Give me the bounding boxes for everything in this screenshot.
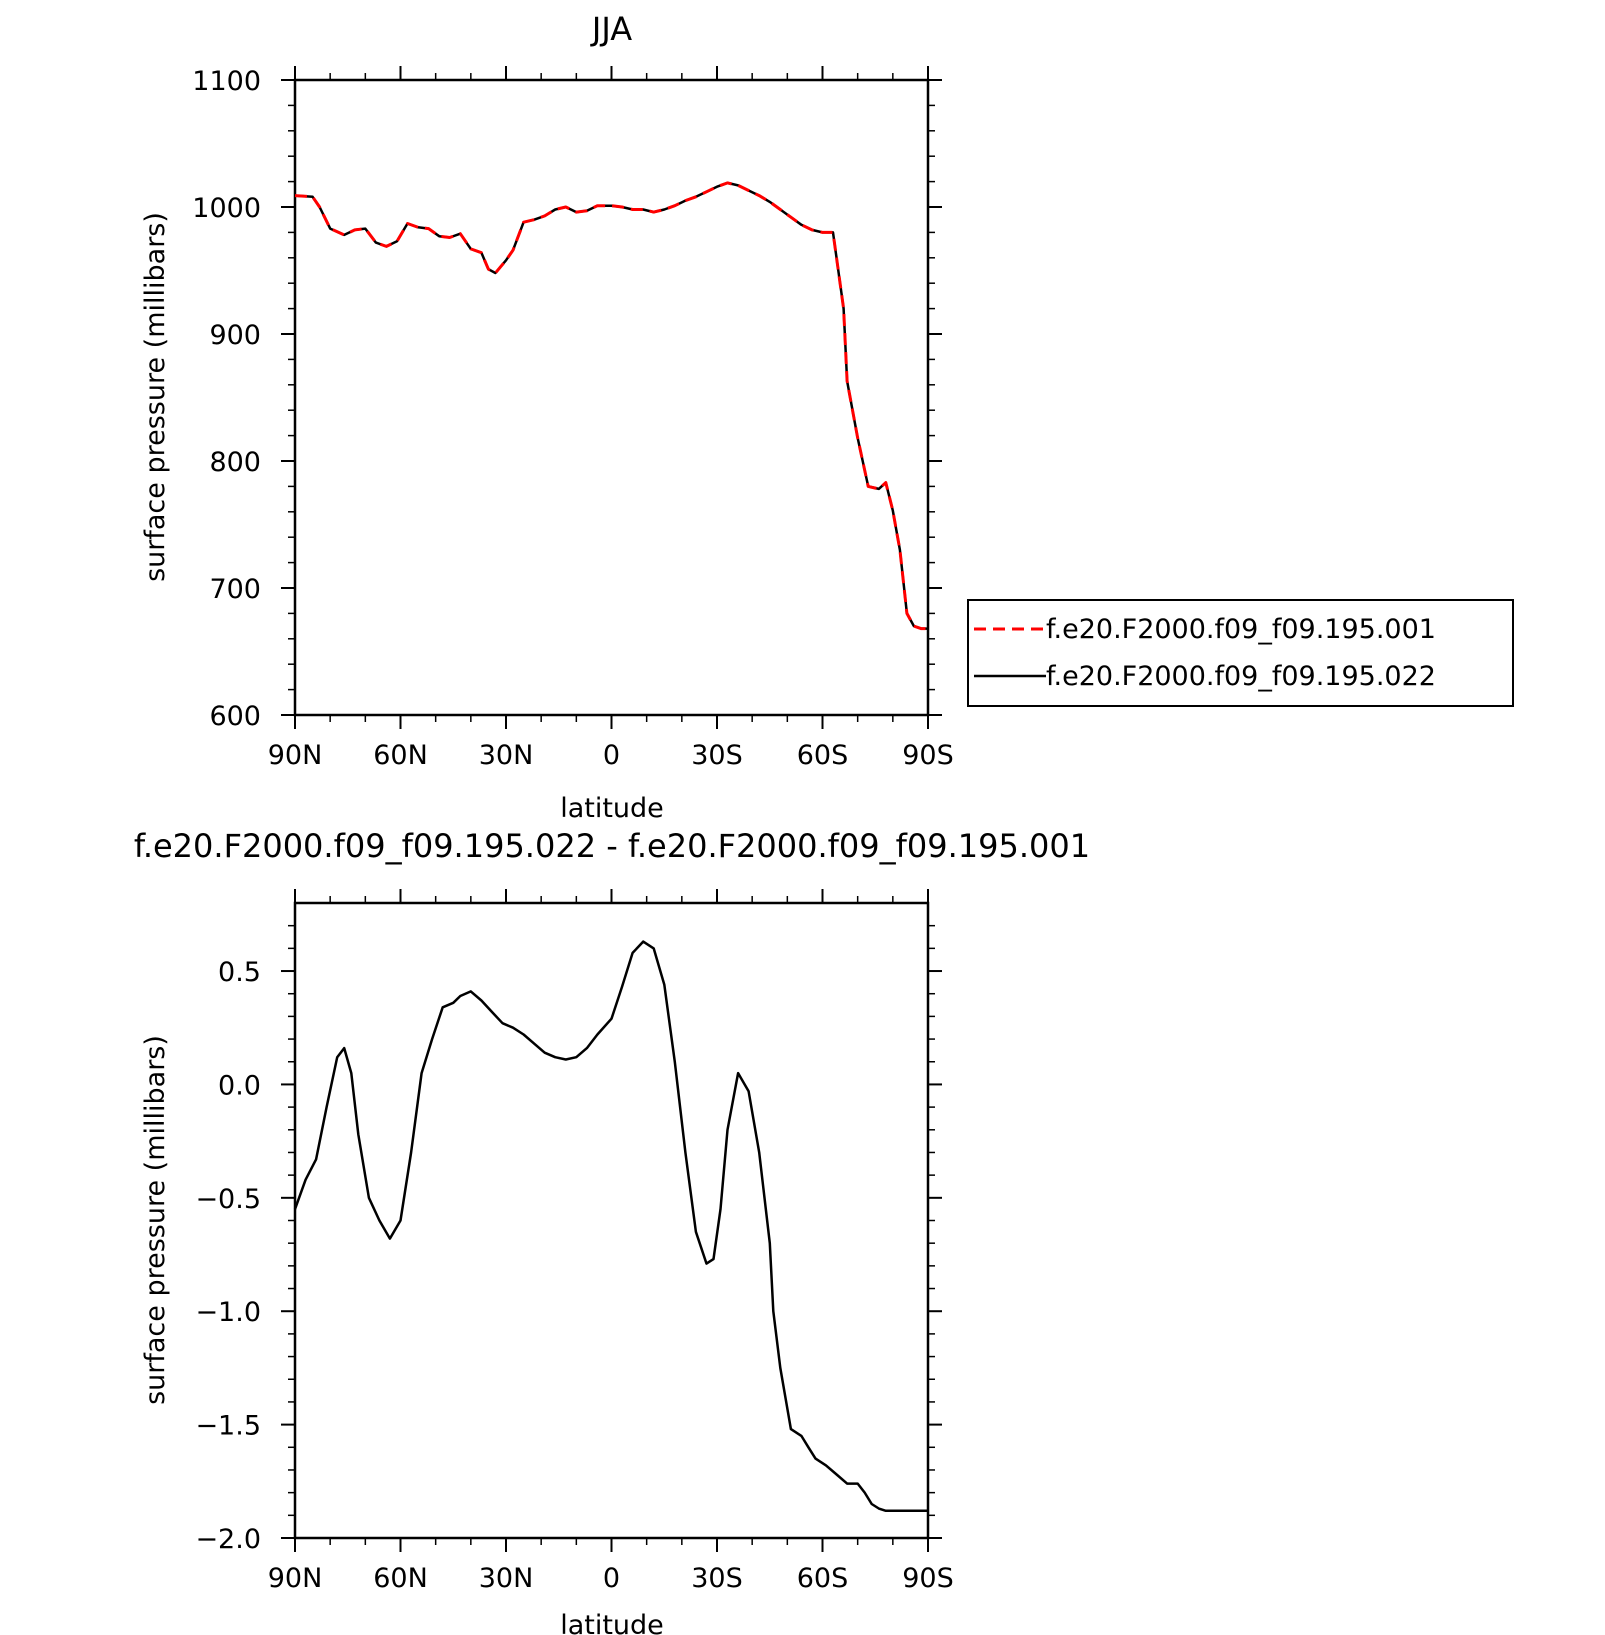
top-chart-panel: JJA 90N 60N 30N 0 30S 60S 90S 600 700 800 900 1000 1… xyxy=(140,10,954,824)
bottom-x-tick-label: 30S xyxy=(691,1563,743,1594)
top-x-tick-label: 0 xyxy=(603,740,620,771)
bottom-x-tick-label: 30N xyxy=(479,1563,534,1594)
top-y-tick-label: 900 xyxy=(209,320,261,351)
bottom-y-tick-label: −1.5 xyxy=(195,1411,261,1442)
bottom-y-tick-label: 0.0 xyxy=(218,1070,261,1101)
top-x-tick-label: 30N xyxy=(479,740,534,771)
top-y-tick-label: 1000 xyxy=(192,193,261,224)
top-series-lines xyxy=(294,181,928,631)
legend: f.e20.F2000.f09_f09.195.001 f.e20.F2000.… xyxy=(967,599,1514,707)
top-x-tick-label: 60S xyxy=(797,740,849,771)
top-y-tick-label: 800 xyxy=(209,447,261,478)
top-series-line-1 xyxy=(294,181,928,631)
bottom-series-line-1 xyxy=(293,940,928,1513)
bottom-chart-title: f.e20.F2000.f09_f09.195.022 - f.e20.F200… xyxy=(134,827,1090,865)
bottom-y-tick-label: 0.5 xyxy=(218,957,261,988)
bottom-x-tick-label: 90N xyxy=(268,1563,323,1594)
top-x-tick-label: 90S xyxy=(902,740,954,771)
bottom-y-tick-label: −1.0 xyxy=(195,1297,261,1328)
bottom-x-tick-label: 60S xyxy=(797,1563,849,1594)
bottom-x-axis-label: latitude xyxy=(560,1610,664,1635)
top-x-tick-label: 90N xyxy=(268,740,323,771)
bottom-y-tick-label: −0.5 xyxy=(195,1184,261,1215)
top-chart-title: JJA xyxy=(590,10,632,48)
bottom-x-tick-label: 0 xyxy=(603,1563,620,1594)
top-axis-ticks: 90N 60N 30N 0 30S 60S 90S 600 700 800 900 1000 1100 xyxy=(192,66,954,771)
top-x-tick-label: 30S xyxy=(691,740,743,771)
top-y-tick-label: 1100 xyxy=(192,66,261,97)
bottom-plot-frame xyxy=(293,901,930,1540)
bottom-chart-panel: f.e20.F2000.f09_f09.195.022 - f.e20.F200… xyxy=(134,827,1090,1635)
bottom-y-axis-label: surface pressure (millibars) xyxy=(140,1035,171,1405)
bottom-y-tick-label: −2.0 xyxy=(195,1524,261,1555)
top-x-tick-label: 60N xyxy=(373,740,428,771)
bottom-x-tick-label: 90S xyxy=(902,1563,954,1594)
legend-label-series-2: f.e20.F2000.f09_f09.195.022 xyxy=(1046,661,1436,692)
bottom-axis-ticks: 90N 60N 30N 0 30S 60S 90S −2.0 −1.5 −1.0 −0.5 0.0 0.… xyxy=(195,889,954,1594)
bottom-x-tick-label: 60N xyxy=(373,1563,428,1594)
top-series-line-2 xyxy=(294,181,928,630)
legend-box xyxy=(967,599,1514,707)
legend-label-series-1: f.e20.F2000.f09_f09.195.001 xyxy=(1046,614,1436,645)
top-y-axis-label: surface pressure (millibars) xyxy=(140,212,171,582)
top-y-tick-label: 600 xyxy=(209,701,261,732)
top-plot-frame xyxy=(293,78,930,717)
top-y-tick-label: 700 xyxy=(209,574,261,605)
top-x-axis-label: latitude xyxy=(560,793,664,824)
bottom-series-lines xyxy=(293,940,928,1513)
